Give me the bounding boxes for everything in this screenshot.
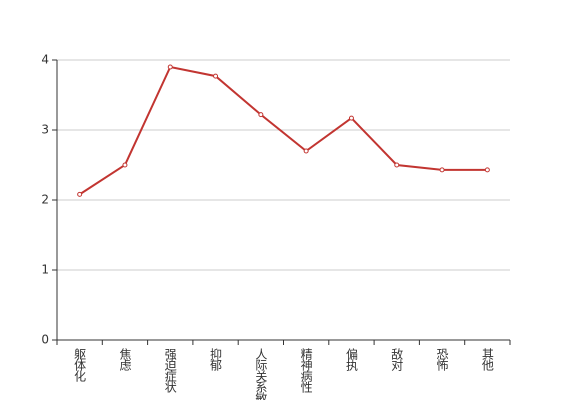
x-tick-label: 敌对 — [390, 347, 404, 371]
point — [348, 115, 354, 121]
y-tick-label: 4 — [41, 53, 49, 67]
y-tick-label: 1 — [41, 263, 49, 277]
point — [394, 162, 400, 168]
x-tick-label: 躯体化 — [73, 347, 87, 383]
point — [303, 148, 309, 154]
point — [213, 73, 219, 79]
point — [77, 191, 83, 197]
point — [122, 162, 128, 168]
x-tick-label: 人际关系敏感 — [254, 348, 268, 400]
x-tick-label: 恐怖 — [435, 348, 449, 371]
point — [167, 64, 173, 70]
x-tick-label: 抑郁 — [209, 347, 223, 372]
point — [439, 167, 445, 173]
y-tick-label: 3 — [41, 123, 49, 137]
x-tick-label: 强迫症状 — [163, 348, 177, 393]
y-tick-label: 2 — [41, 193, 49, 207]
y-tick-label: 0 — [41, 333, 49, 347]
point — [484, 167, 490, 173]
point — [258, 112, 264, 118]
x-tick-label: 焦虑 — [118, 348, 132, 371]
x-tick-label: 精神病性 — [299, 348, 313, 394]
x-tick-label: 其他 — [480, 348, 494, 371]
x-tick-label: 偏执 — [344, 347, 358, 372]
line — [79, 65, 488, 196]
